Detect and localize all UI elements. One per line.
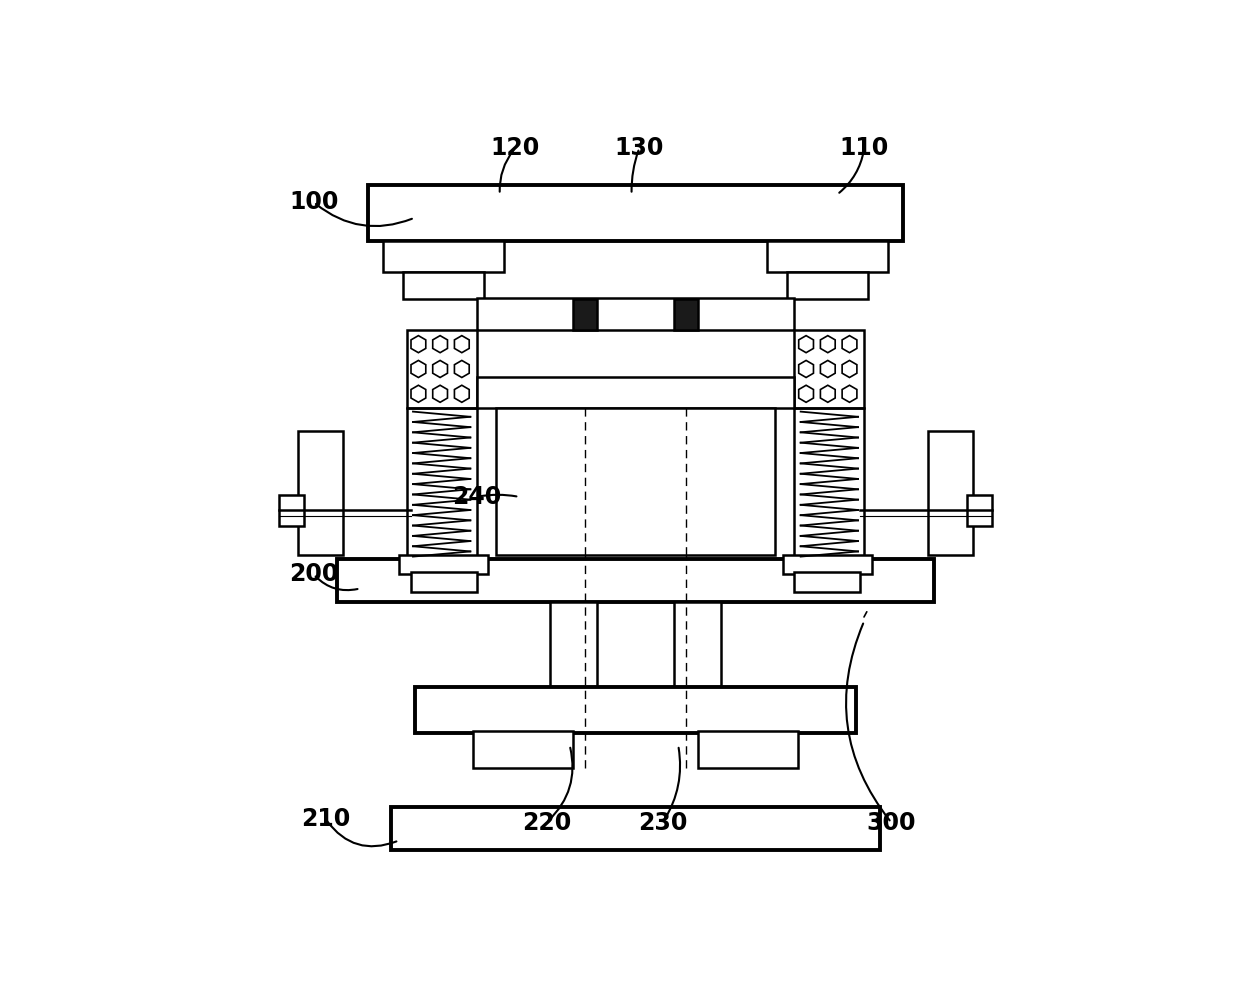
Text: 120: 120 [491, 136, 539, 160]
Bar [407, 408, 476, 563]
Bar [675, 601, 720, 687]
Bar [399, 555, 489, 574]
Bar [392, 807, 879, 850]
Bar [476, 377, 795, 408]
Bar [403, 272, 485, 299]
Bar [675, 299, 698, 330]
Bar [407, 330, 476, 408]
Bar [928, 431, 973, 555]
Bar [795, 330, 864, 408]
Bar [967, 494, 992, 526]
Text: 200: 200 [289, 563, 339, 586]
Text: 130: 130 [615, 136, 665, 160]
Bar [383, 241, 503, 272]
Bar [795, 408, 864, 563]
Bar [410, 572, 476, 591]
Bar [698, 731, 799, 768]
Bar [496, 408, 775, 555]
Text: 240: 240 [451, 485, 501, 509]
Bar [795, 572, 861, 591]
Bar [298, 431, 343, 555]
Bar [768, 241, 888, 272]
Bar [472, 731, 573, 768]
Bar [476, 298, 795, 330]
Bar [337, 559, 934, 601]
Text: 100: 100 [289, 190, 339, 214]
Text: 110: 110 [839, 136, 889, 160]
Text: 220: 220 [522, 811, 570, 835]
Bar [368, 185, 903, 241]
Text: 210: 210 [301, 807, 350, 831]
Bar [279, 494, 304, 526]
Bar [786, 272, 868, 299]
Text: 230: 230 [637, 811, 687, 835]
Bar [551, 601, 596, 687]
Text: 300: 300 [867, 811, 916, 835]
Bar [573, 299, 596, 330]
Bar [414, 687, 857, 733]
Bar [782, 555, 872, 574]
